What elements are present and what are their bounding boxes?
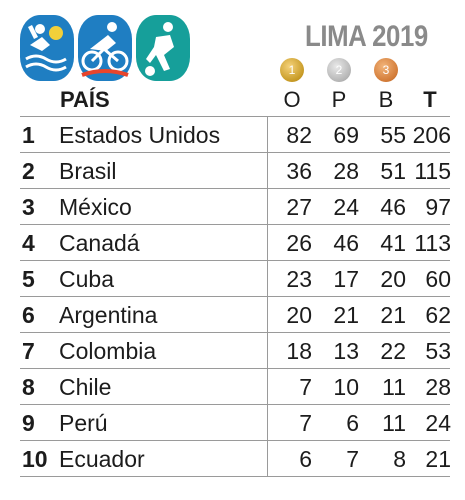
table-row: 4 Canadá 26 46 41 113 [20, 224, 451, 260]
sport-icons [20, 15, 190, 83]
table-row: 9 Perú 7 6 11 24 [20, 404, 451, 440]
gold-count: 18 [286, 338, 312, 364]
rank: 8 [22, 374, 35, 400]
table-row: 1 Estados Unidos 82 69 55 206 [20, 116, 451, 152]
total-count: 28 [425, 374, 451, 400]
total-count: 113 [414, 230, 451, 256]
event-title: LIMA 2019 [305, 20, 428, 53]
silver-medal-icon: 2 [327, 58, 351, 82]
total-count: 97 [425, 194, 451, 220]
header-gold: O [283, 87, 301, 112]
country-name: Ecuador [59, 446, 145, 472]
country-name: México [59, 194, 132, 220]
bronze-medal-icon: 3 [374, 58, 398, 82]
bronze-count: 46 [380, 194, 406, 220]
rank: 4 [22, 230, 35, 256]
country-name: Brasil [59, 158, 117, 184]
cycling-icon [78, 15, 132, 81]
silver-count: 7 [346, 446, 359, 472]
table-row: 3 México 27 24 46 97 [20, 188, 451, 224]
silver-count: 28 [333, 158, 359, 184]
gold-medal-number: 1 [288, 63, 296, 77]
silver-count: 24 [333, 194, 359, 220]
total-count: 53 [425, 338, 451, 364]
bronze-medal-number: 3 [382, 63, 390, 77]
header-bronze: B [378, 87, 394, 112]
column-divider [267, 261, 268, 296]
gold-count: 7 [299, 374, 312, 400]
gold-count: 7 [299, 410, 312, 436]
bronze-count: 11 [382, 410, 406, 436]
table-header: PAÍS O P B T [0, 84, 465, 116]
silver-count: 17 [333, 266, 359, 292]
country-name: Colombia [59, 338, 157, 364]
rank: 1 [22, 122, 35, 148]
total-count: 24 [425, 410, 451, 436]
rank: 10 [22, 446, 48, 472]
gold-count: 23 [286, 266, 312, 292]
total-count: 206 [412, 122, 451, 148]
column-divider [267, 369, 268, 404]
total-count: 21 [425, 446, 451, 472]
column-divider [267, 333, 268, 368]
header-country: PAÍS [60, 87, 110, 112]
country-name: Cuba [59, 266, 114, 292]
silver-medal-number: 2 [335, 63, 343, 77]
silver-count: 69 [333, 122, 359, 148]
gold-count: 36 [286, 158, 312, 184]
gold-count: 82 [286, 122, 312, 148]
bronze-count: 20 [380, 266, 406, 292]
country-name: Estados Unidos [59, 122, 221, 148]
column-divider [267, 297, 268, 332]
table-row: 2 Brasil 36 28 51 115 [20, 152, 451, 188]
column-divider [267, 441, 268, 476]
silver-count: 6 [346, 410, 359, 436]
country-name: Chile [59, 374, 112, 400]
total-count: 60 [425, 266, 451, 292]
header-total: T [423, 87, 437, 112]
rank: 2 [22, 158, 35, 184]
total-count: 62 [425, 302, 451, 328]
bronze-count: 8 [393, 446, 406, 472]
gold-count: 26 [286, 230, 312, 256]
gold-count: 20 [286, 302, 312, 328]
gold-count: 6 [299, 446, 312, 472]
water-polo-icon [20, 15, 74, 81]
rank: 9 [22, 410, 35, 436]
table-row: 8 Chile 7 10 11 28 [20, 368, 451, 404]
table-row: 6 Argentina 20 21 21 62 [20, 296, 451, 332]
gold-medal-icon: 1 [280, 58, 304, 82]
gold-count: 27 [286, 194, 312, 220]
silver-count: 21 [333, 302, 359, 328]
country-name: Canadá [59, 230, 140, 256]
rank: 3 [22, 194, 35, 220]
table-row: 5 Cuba 23 17 20 60 [20, 260, 451, 296]
column-divider [267, 189, 268, 224]
bronze-count: 11 [382, 374, 406, 400]
column-divider [267, 153, 268, 188]
bronze-count: 41 [380, 230, 406, 256]
silver-count: 46 [333, 230, 359, 256]
football-icon [136, 15, 190, 81]
column-divider [267, 117, 268, 152]
rank: 6 [22, 302, 35, 328]
medal-table: 1 Estados Unidos 82 69 55 206 2 Brasil 3… [20, 116, 451, 477]
total-count: 115 [414, 158, 451, 184]
rank: 7 [22, 338, 35, 364]
table-row: 7 Colombia 18 13 22 53 [20, 332, 451, 368]
bronze-count: 21 [380, 302, 406, 328]
column-divider [267, 225, 268, 260]
bronze-count: 51 [380, 158, 406, 184]
bronze-count: 55 [380, 122, 406, 148]
country-name: Argentina [59, 302, 158, 328]
silver-count: 10 [333, 374, 359, 400]
bronze-count: 22 [380, 338, 406, 364]
rank: 5 [22, 266, 35, 292]
table-row: 10 Ecuador 6 7 8 21 [20, 440, 451, 477]
silver-count: 13 [333, 338, 359, 364]
column-divider [267, 405, 268, 440]
country-name: Perú [59, 410, 108, 436]
header-silver: P [331, 87, 347, 112]
